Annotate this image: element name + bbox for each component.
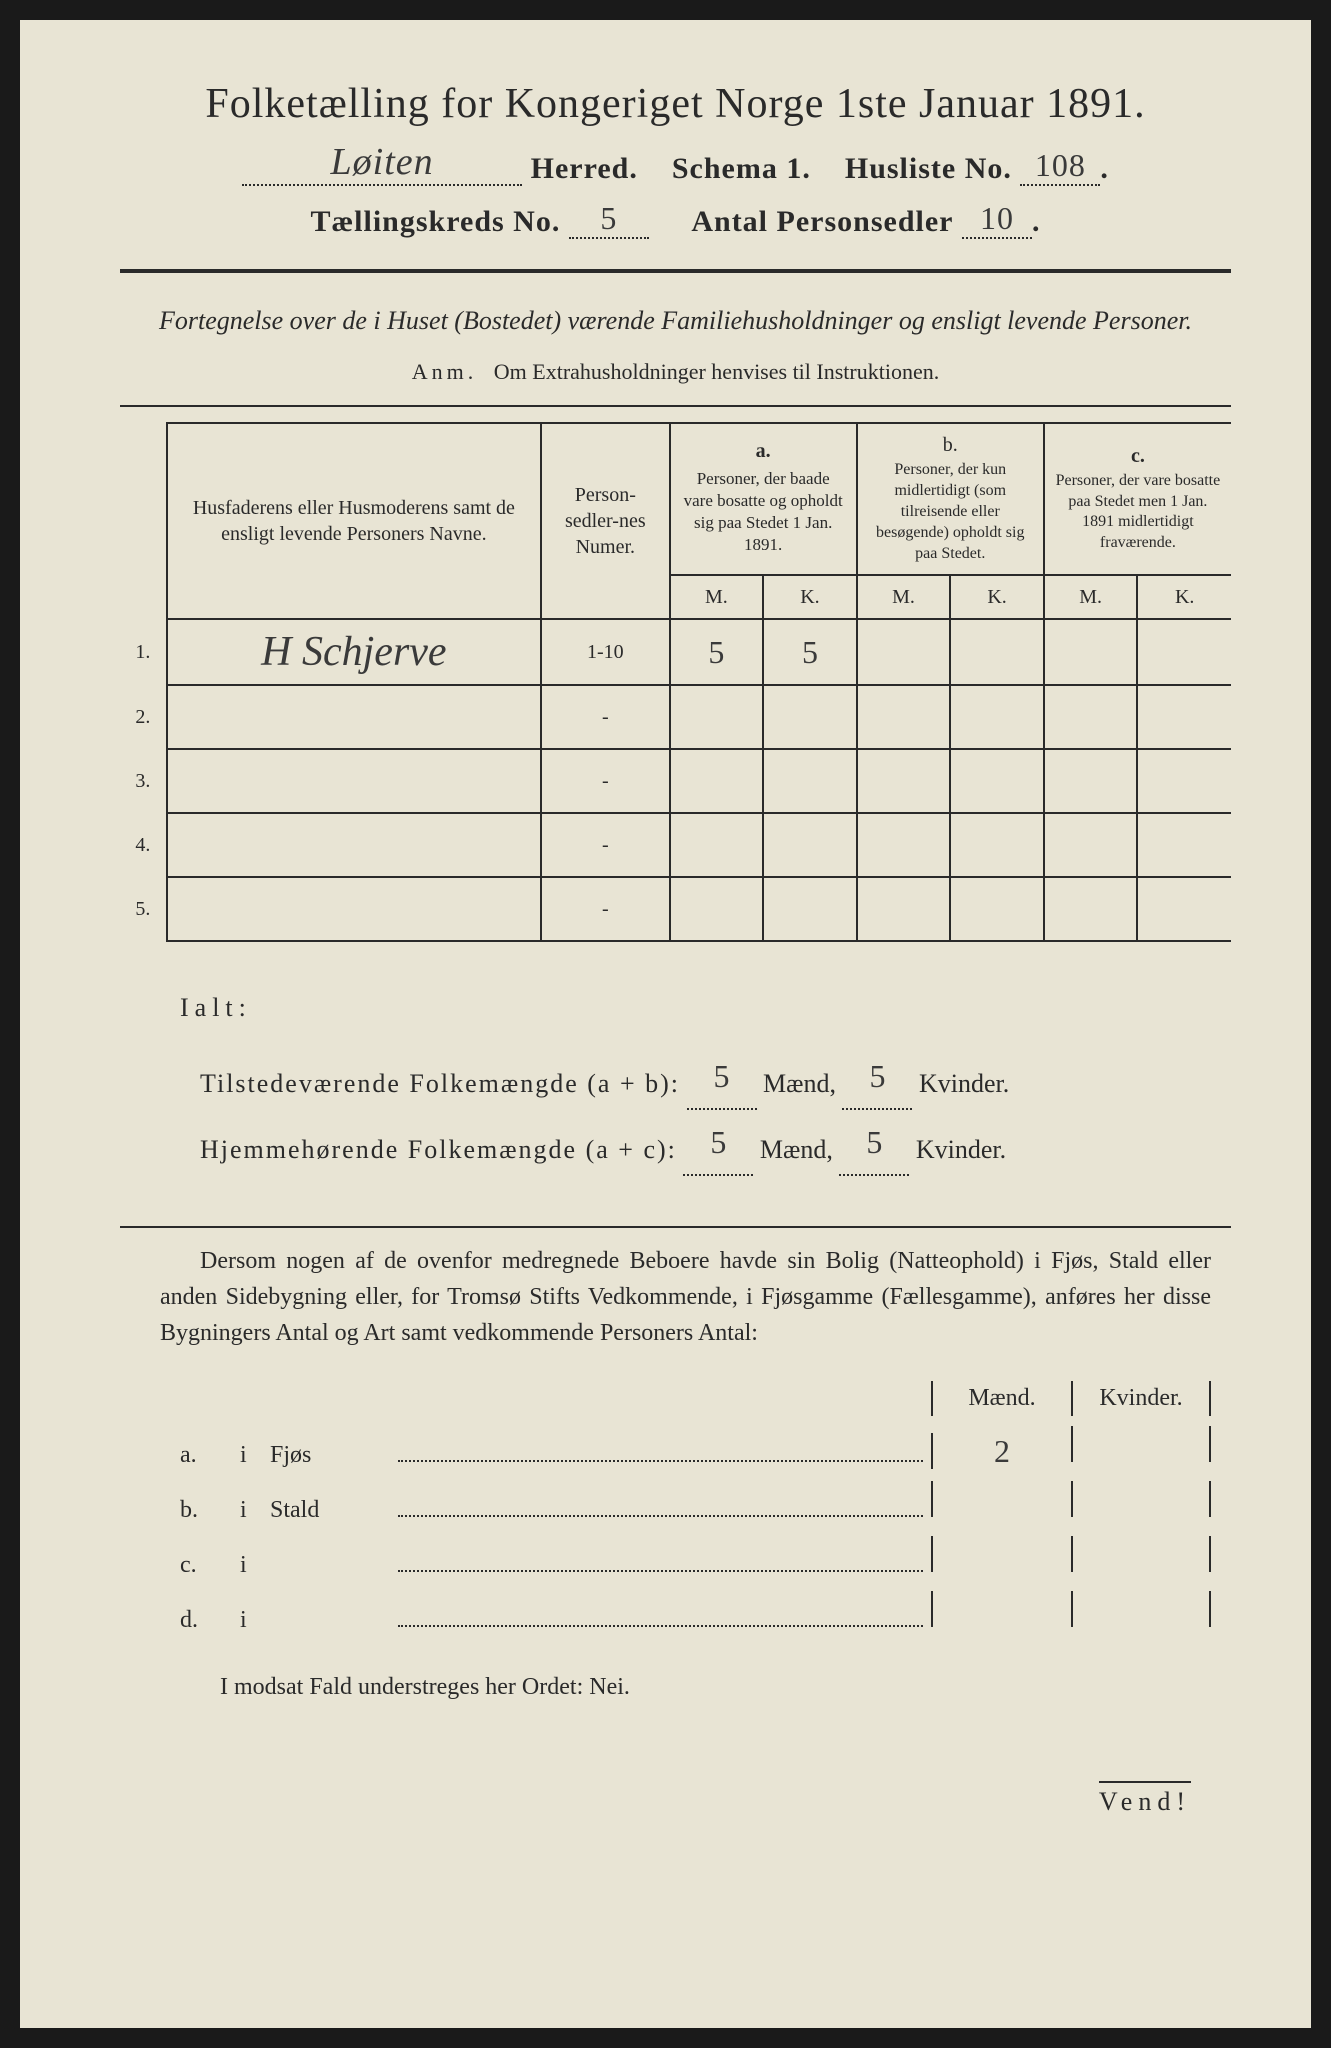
kreds-value: 5	[569, 200, 649, 239]
col-bm: M.	[857, 575, 951, 619]
ialt-label: Ialt:	[180, 982, 1211, 1034]
building-row: a. i Fjøs 2	[180, 1426, 1211, 1469]
col-c-header: c. Personer, der vare bosatte paa Stedet…	[1044, 423, 1231, 575]
sedler-value: 10	[962, 200, 1032, 239]
annotation-line: Anm. Om Extrahusholdninger henvises til …	[120, 359, 1231, 385]
resident-kvinder: 5	[839, 1110, 909, 1176]
divider	[120, 269, 1231, 273]
col-name-header: Husfaderens eller Husmoderens samt de en…	[167, 423, 541, 619]
building-header-maend: Mænd.	[931, 1381, 1071, 1416]
household-table: Husfaderens eller Husmoderens samt de en…	[120, 422, 1231, 942]
building-row: d. i	[180, 1591, 1211, 1634]
col-am: M.	[670, 575, 764, 619]
col-a-header: a. Personer, der baade vare bosatte og o…	[670, 423, 857, 575]
header-line-1: Løiten Herred. Schema 1. Husliste No. 10…	[120, 140, 1231, 186]
present-maend: 5	[687, 1044, 757, 1110]
table-row: 3. -	[120, 749, 1231, 813]
col-cm: M.	[1044, 575, 1138, 619]
building-row: c. i	[180, 1536, 1211, 1579]
sedler-label: Antal Personsedler	[691, 205, 953, 238]
husliste-label: Husliste No.	[845, 152, 1012, 185]
divider	[120, 1226, 1231, 1228]
col-ak: K.	[763, 575, 857, 619]
building-row: b. i Stald	[180, 1481, 1211, 1524]
table-row: 1. H Schjerve 1-10 5 5	[120, 619, 1231, 685]
page-title: Folketælling for Kongeriget Norge 1ste J…	[120, 80, 1231, 128]
building-header-kvinder: Kvinder.	[1071, 1381, 1211, 1416]
present-kvinder: 5	[842, 1044, 912, 1110]
header-line-2: Tællingskreds No. 5 Antal Personsedler 1…	[120, 200, 1231, 239]
col-ck: K.	[1137, 575, 1231, 619]
modsat-line: I modsat Fald understreges her Ordet: Ne…	[220, 1674, 1231, 1701]
husliste-value: 108	[1020, 147, 1100, 186]
subtitle: Fortegnelse over de i Huset (Bostedet) v…	[120, 303, 1231, 339]
table-row: 4. -	[120, 813, 1231, 877]
building-paragraph: Dersom nogen af de ovenfor medregnede Be…	[160, 1243, 1211, 1351]
resident-total-line: Hjemmehørende Folkemængde (a + c): 5 Mæn…	[200, 1110, 1211, 1176]
present-total-line: Tilstedeværende Folkemængde (a + b): 5 M…	[200, 1044, 1211, 1110]
col-b-header: b. Personer, der kun midlertidigt (som t…	[857, 423, 1044, 575]
anm-text: Om Extrahusholdninger henvises til Instr…	[494, 359, 939, 384]
totals-section: Ialt: Tilstedeværende Folkemængde (a + b…	[180, 982, 1211, 1176]
herred-label: Herred.	[531, 152, 638, 185]
herred-value: Løiten	[242, 140, 522, 186]
table-row: 2. -	[120, 685, 1231, 749]
anm-label: Anm.	[412, 359, 478, 384]
kreds-label: Tællingskreds No.	[311, 205, 561, 238]
vend-label: Vend!	[1099, 1781, 1191, 1817]
building-section: Mænd. Kvinder. a. i Fjøs 2 b. i Stald c.…	[180, 1381, 1211, 1634]
col-num-header: Person-sedler-nes Numer.	[541, 423, 670, 619]
schema-label: Schema 1.	[672, 152, 811, 185]
resident-maend: 5	[683, 1110, 753, 1176]
building-header: Mænd. Kvinder.	[180, 1381, 1211, 1416]
col-bk: K.	[950, 575, 1044, 619]
table-row: 5. -	[120, 877, 1231, 941]
divider	[120, 405, 1231, 407]
census-form-page: Folketælling for Kongeriget Norge 1ste J…	[20, 20, 1311, 2028]
